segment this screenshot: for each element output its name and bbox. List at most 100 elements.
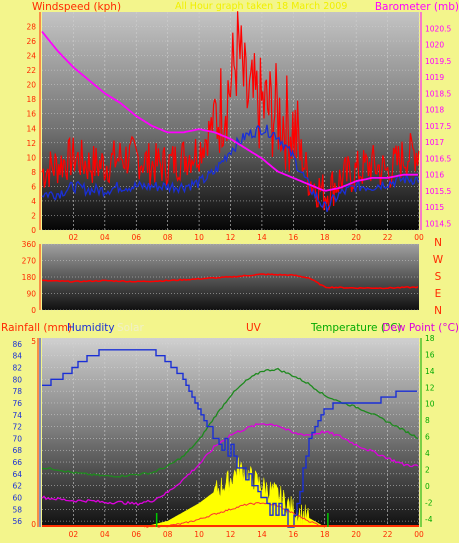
direction-tick-label: 270 (22, 257, 37, 266)
x-tick-label: 12 (226, 233, 236, 242)
compass-w: W (433, 254, 444, 266)
direction-tick-label: 90 (26, 290, 36, 299)
humidity-tick-label: 78 (12, 387, 22, 396)
chart-title: All Hour graph taken 18 March 2009 (175, 1, 347, 12)
barometer-title: Barometer (mb) (375, 1, 459, 13)
humidity-tick-label: 82 (12, 364, 22, 373)
x-tick-label: 06 (131, 530, 141, 539)
x-tick-label: 16 (289, 530, 299, 539)
x-tick-label: 02 (69, 530, 79, 539)
wind-tick-label: 10 (26, 153, 36, 162)
temp-tick-label: 18 (425, 334, 435, 343)
x-tick-label: 18 (320, 530, 330, 539)
x-tick-label: 00 (414, 530, 424, 539)
direction-tick-label: 360 (22, 240, 37, 249)
compass-n-bottom: N (434, 305, 442, 317)
x-tick-label: 00 (414, 233, 424, 242)
dewpoint-title: Dew Point (°C) (382, 322, 459, 334)
dewpoint-line (41, 423, 419, 507)
uv-title: UV (246, 322, 262, 334)
humidity-tick-label: 58 (12, 505, 22, 514)
baro-tick-label: 1014.5 (425, 219, 451, 228)
uv-line (143, 502, 326, 528)
wind-tick-label: 22 (26, 66, 36, 75)
temp-tick-label: 14 (425, 367, 435, 376)
gust-line (41, 124, 420, 213)
humidity-tick-label: 56 (12, 517, 22, 526)
wind-series (41, 11, 420, 213)
x-tick-label: 10 (194, 530, 204, 539)
baro-tick-label: 1017 (425, 138, 444, 147)
baro-tick-label: 1019.5 (425, 57, 451, 66)
x-tick-label: 04 (100, 233, 110, 242)
climate-series (41, 349, 419, 528)
x-tick-label: 14 (257, 233, 267, 242)
x-tick-label: 06 (131, 233, 141, 242)
x-tick-label: 18 (320, 233, 330, 242)
rainfall-title: Rainfall (mm) (1, 322, 72, 334)
wind-tick-label: 8 (31, 168, 36, 177)
baro-tick-label: 1016 (425, 171, 444, 180)
wind-tick-label: 4 (31, 197, 36, 206)
humidity-tick-label: 80 (12, 375, 22, 384)
x-tick-label: 22 (383, 233, 393, 242)
wind-tick-label: 18 (26, 95, 36, 104)
barometer-line (41, 30, 418, 192)
temp-tick-label: -4 (425, 515, 433, 524)
humidity-tick-label: 76 (12, 399, 22, 408)
temp-tick-label: 8 (425, 416, 430, 425)
temp-tick-label: 16 (425, 350, 435, 359)
baro-tick-label: 1015.5 (425, 187, 451, 196)
humidity-tick-label: 70 (12, 434, 22, 443)
windspeed-title: Windspeed (kph) (32, 1, 121, 13)
rain-tick-label: 5 (31, 337, 36, 346)
windspeed-line (41, 11, 420, 211)
climate-axes: 56586062646668707274767880828486-4-20246… (12, 334, 434, 539)
baro-tick-label: 1018.5 (425, 89, 451, 98)
humidity-tick-label: 66 (12, 458, 22, 467)
humidity-tick-label: 74 (12, 411, 22, 420)
temp-tick-label: 0 (425, 482, 430, 491)
humidity-tick-label: 86 (12, 340, 22, 349)
wind-tick-label: 24 (26, 52, 36, 61)
temp-tick-label: 4 (425, 449, 430, 458)
rain-tick-label: 0 (31, 520, 36, 529)
temp-tick-label: 12 (425, 383, 435, 392)
wind-tick-label: 16 (26, 110, 36, 119)
baro-tick-label: 1015 (425, 203, 444, 212)
direction-tick-label: 180 (22, 273, 37, 282)
wind-tick-label: 12 (26, 139, 36, 148)
temperature-line (41, 367, 419, 478)
baro-tick-label: 1018 (425, 106, 444, 115)
compass-s: S (435, 271, 442, 283)
baro-tick-label: 1017.5 (425, 122, 451, 131)
baro-tick-label: 1020.5 (425, 24, 451, 33)
wind-tick-label: 28 (26, 23, 36, 32)
wind-direction-line (41, 273, 419, 290)
humidity-tick-label: 62 (12, 482, 22, 491)
x-tick-label: 08 (163, 530, 173, 539)
compass-n-top: N (434, 237, 442, 249)
humidity-tick-label: 84 (12, 352, 22, 361)
x-tick-label: 10 (194, 233, 204, 242)
x-tick-label: 16 (289, 233, 299, 242)
direction-series (41, 273, 419, 290)
temp-tick-label: -2 (425, 498, 433, 507)
x-tick-label: 22 (383, 530, 393, 539)
humidity-tick-label: 64 (12, 470, 22, 479)
temp-tick-label: 2 (425, 465, 430, 474)
x-tick-label: 20 (351, 233, 361, 242)
humidity-tick-label: 72 (12, 423, 22, 432)
baro-tick-label: 1016.5 (425, 154, 451, 163)
x-tick-label: 02 (69, 233, 79, 242)
humidity-line (42, 349, 417, 528)
baro-tick-label: 1019 (425, 73, 444, 82)
wind-tick-label: 14 (26, 124, 36, 133)
wind-tick-label: 2 (31, 211, 36, 220)
wind-tick-label: 0 (31, 226, 36, 235)
wind-tick-label: 6 (31, 182, 36, 191)
humidity-title: Humidity (67, 322, 115, 334)
humidity-tick-label: 60 (12, 493, 22, 502)
temperature-title: Temperature (°C) (310, 322, 402, 334)
